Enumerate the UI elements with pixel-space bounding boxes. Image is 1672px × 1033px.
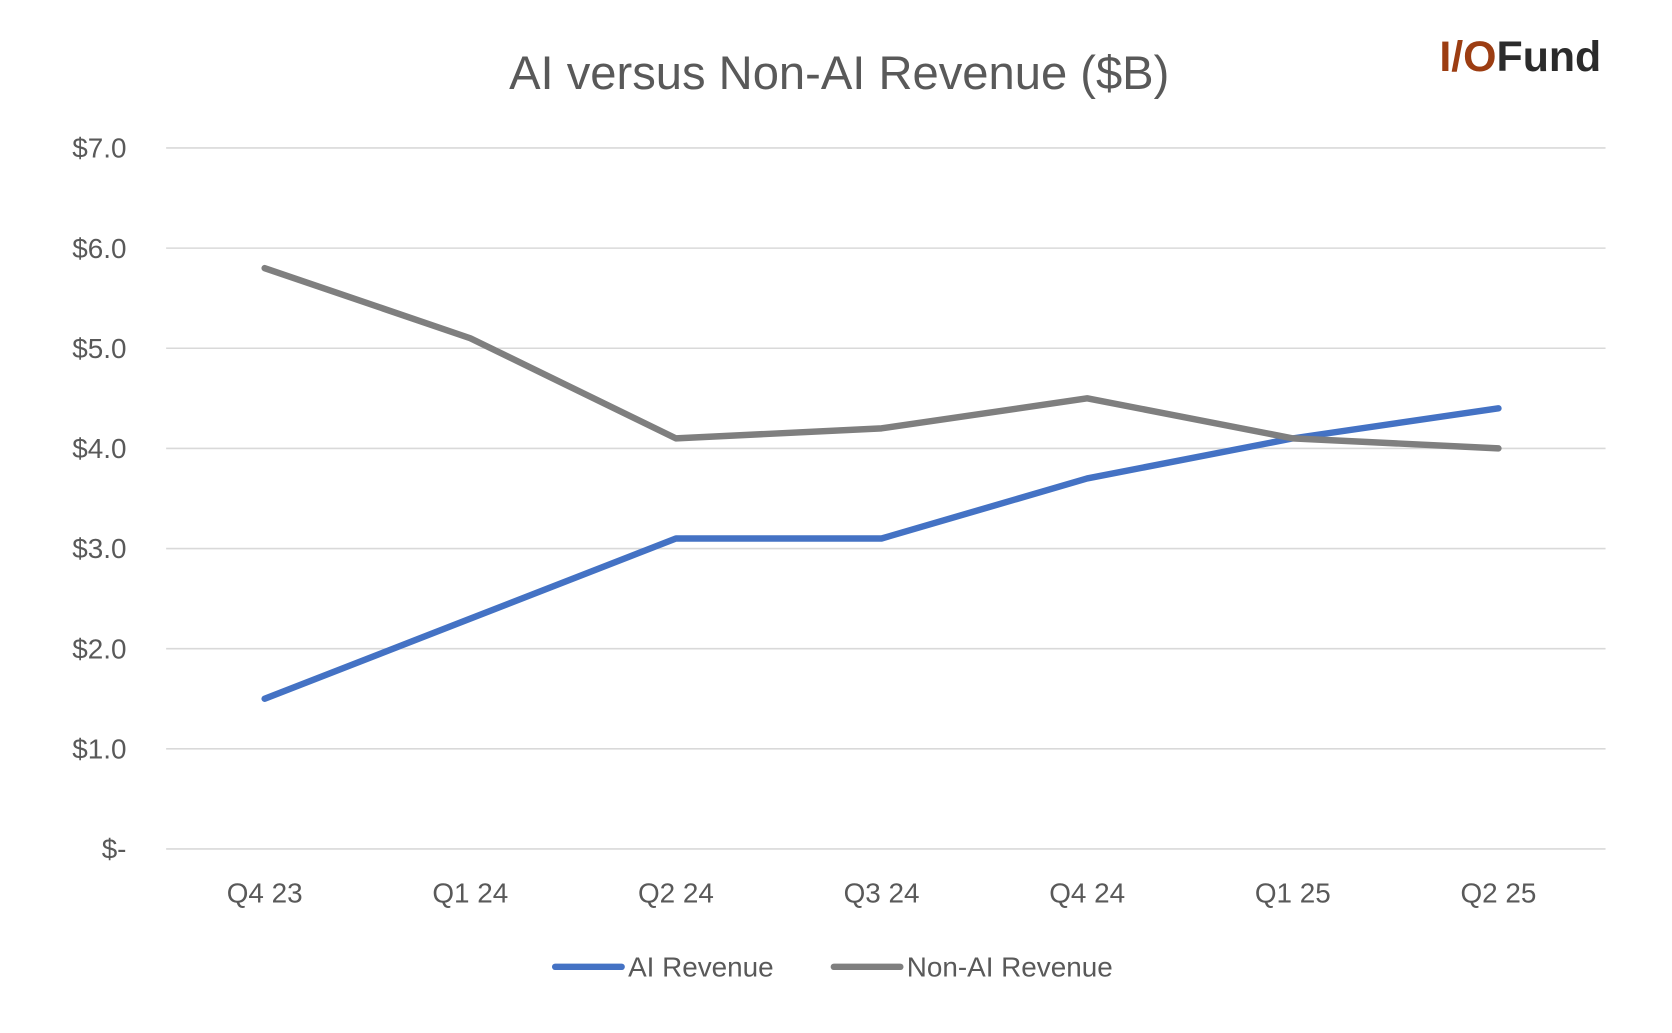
legend-item: AI Revenue [555,951,773,982]
x-tick-label: Q2 25 [1460,878,1536,909]
y-tick-label: $7.0 [72,133,126,164]
y-tick-label: $- [102,834,127,865]
chart-title: AI versus Non-AI Revenue ($B) [509,46,1169,99]
svg-text:I/OFund: I/OFund [1439,33,1601,81]
y-tick-label: $3.0 [72,533,126,564]
y-tick-label: $1.0 [72,733,126,764]
logo-main: Fund [1497,33,1602,81]
x-tick-label: Q4 23 [227,878,303,909]
logo-accent: I/O [1439,33,1496,81]
x-tick-label: Q3 24 [844,878,920,909]
series-line-1 [265,408,1499,698]
x-tick-label: Q1 24 [432,878,508,909]
y-tick-label: $4.0 [72,433,126,464]
x-tick-label: Q4 24 [1049,878,1125,909]
y-tick-label: $6.0 [72,233,126,264]
y-tick-label: $2.0 [72,633,126,664]
x-tick-label: Q1 25 [1255,878,1331,909]
legend-item: Non-AI Revenue [834,951,1113,982]
logo: I/OFund [1439,33,1601,81]
legend-label: Non-AI Revenue [907,951,1113,982]
y-tick-label: $5.0 [72,333,126,364]
x-tick-label: Q2 24 [638,878,714,909]
legend-label: AI Revenue [628,951,774,982]
series-line-2 [265,268,1499,448]
